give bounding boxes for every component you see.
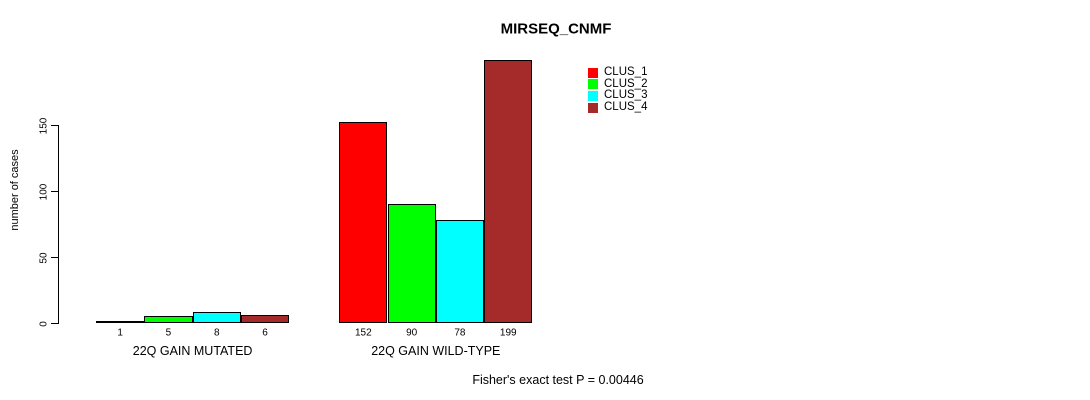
- legend-label: CLUS_3: [604, 89, 648, 102]
- y-axis-tick: [50, 125, 58, 126]
- y-axis-tick: [50, 257, 58, 258]
- legend-swatch: [588, 102, 598, 113]
- category-label: 22Q GAIN WILD-TYPE: [371, 344, 501, 358]
- bar-value-label: 152: [355, 327, 372, 339]
- chart-title: MIRSEQ_CNMF: [500, 20, 612, 38]
- bar-value-label: 78: [454, 327, 466, 339]
- bar-value-label: 6: [262, 327, 268, 339]
- bar-value-label: 5: [165, 327, 172, 339]
- bar: [435, 220, 485, 323]
- y-axis-tick-label: 150: [38, 117, 50, 134]
- legend-item: CLUS_2: [588, 77, 648, 90]
- y-axis-label: number of cases: [9, 149, 21, 231]
- bar-value-label: 8: [213, 327, 220, 339]
- bar: [144, 316, 193, 323]
- stat-annotation: Fisher's exact test P = 0.00446: [472, 373, 644, 387]
- bar-value-label: 90: [406, 327, 418, 339]
- legend-label: CLUS_2: [604, 77, 648, 90]
- y-axis-tick-label: 0: [38, 320, 50, 327]
- y-axis-tick: [50, 323, 58, 324]
- legend-item: CLUS_1: [588, 66, 648, 78]
- y-axis-tick-label: 100: [38, 183, 50, 200]
- y-axis-line: [57, 125, 59, 324]
- legend-item: CLUS_3: [588, 90, 647, 101]
- bar: [96, 321, 145, 323]
- legend-item: CLUS_4: [588, 101, 648, 114]
- bar: [339, 122, 388, 323]
- bar: [192, 312, 241, 323]
- legend-label: CLUS_1: [604, 66, 648, 78]
- legend-swatch: [588, 90, 598, 101]
- bar: [387, 204, 436, 323]
- legend-swatch: [588, 67, 598, 78]
- y-axis-tick: [50, 191, 58, 192]
- category-label: 22Q GAIN MUTATED: [132, 344, 253, 358]
- legend-label: CLUS_4: [604, 101, 648, 114]
- y-axis-tick-label: 50: [38, 251, 50, 264]
- bar: [240, 315, 290, 323]
- bar: [484, 60, 533, 323]
- legend-swatch: [588, 79, 598, 90]
- bar-value-label: 1: [117, 327, 123, 339]
- bar-value-label: 199: [499, 327, 517, 339]
